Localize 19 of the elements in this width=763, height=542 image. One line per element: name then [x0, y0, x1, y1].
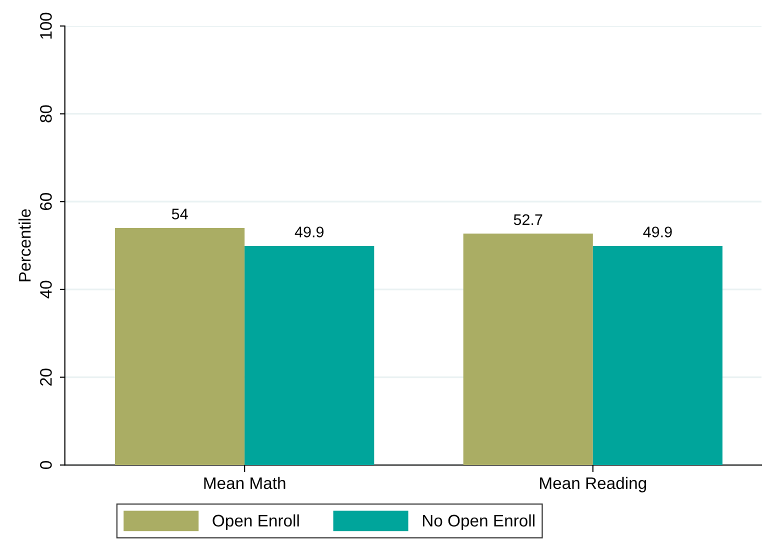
data-label: 49.9 [643, 226, 672, 238]
legend-label: No Open Enroll [422, 514, 534, 530]
x-tick-label: Mean Math [204, 476, 286, 490]
y-tick-label: 80 [40, 105, 52, 122]
y-tick-label: 40 [40, 280, 52, 298]
legend-label: Open Enroll [212, 514, 299, 530]
y-axis-title: Percentile [18, 209, 31, 282]
data-label: 49.9 [294, 226, 324, 238]
bar [244, 246, 374, 466]
y-tick-label: 0 [40, 461, 52, 470]
y-tick-label: 20 [40, 368, 52, 386]
data-label: 54 [172, 208, 188, 220]
bar [115, 228, 245, 466]
bar [463, 234, 593, 466]
data-label: 52.7 [514, 214, 542, 226]
x-tick-label: Mean Reading [540, 476, 646, 492]
y-tick-label: 60 [40, 193, 52, 210]
y-tick-label: 100 [40, 12, 52, 39]
bar [592, 246, 722, 466]
